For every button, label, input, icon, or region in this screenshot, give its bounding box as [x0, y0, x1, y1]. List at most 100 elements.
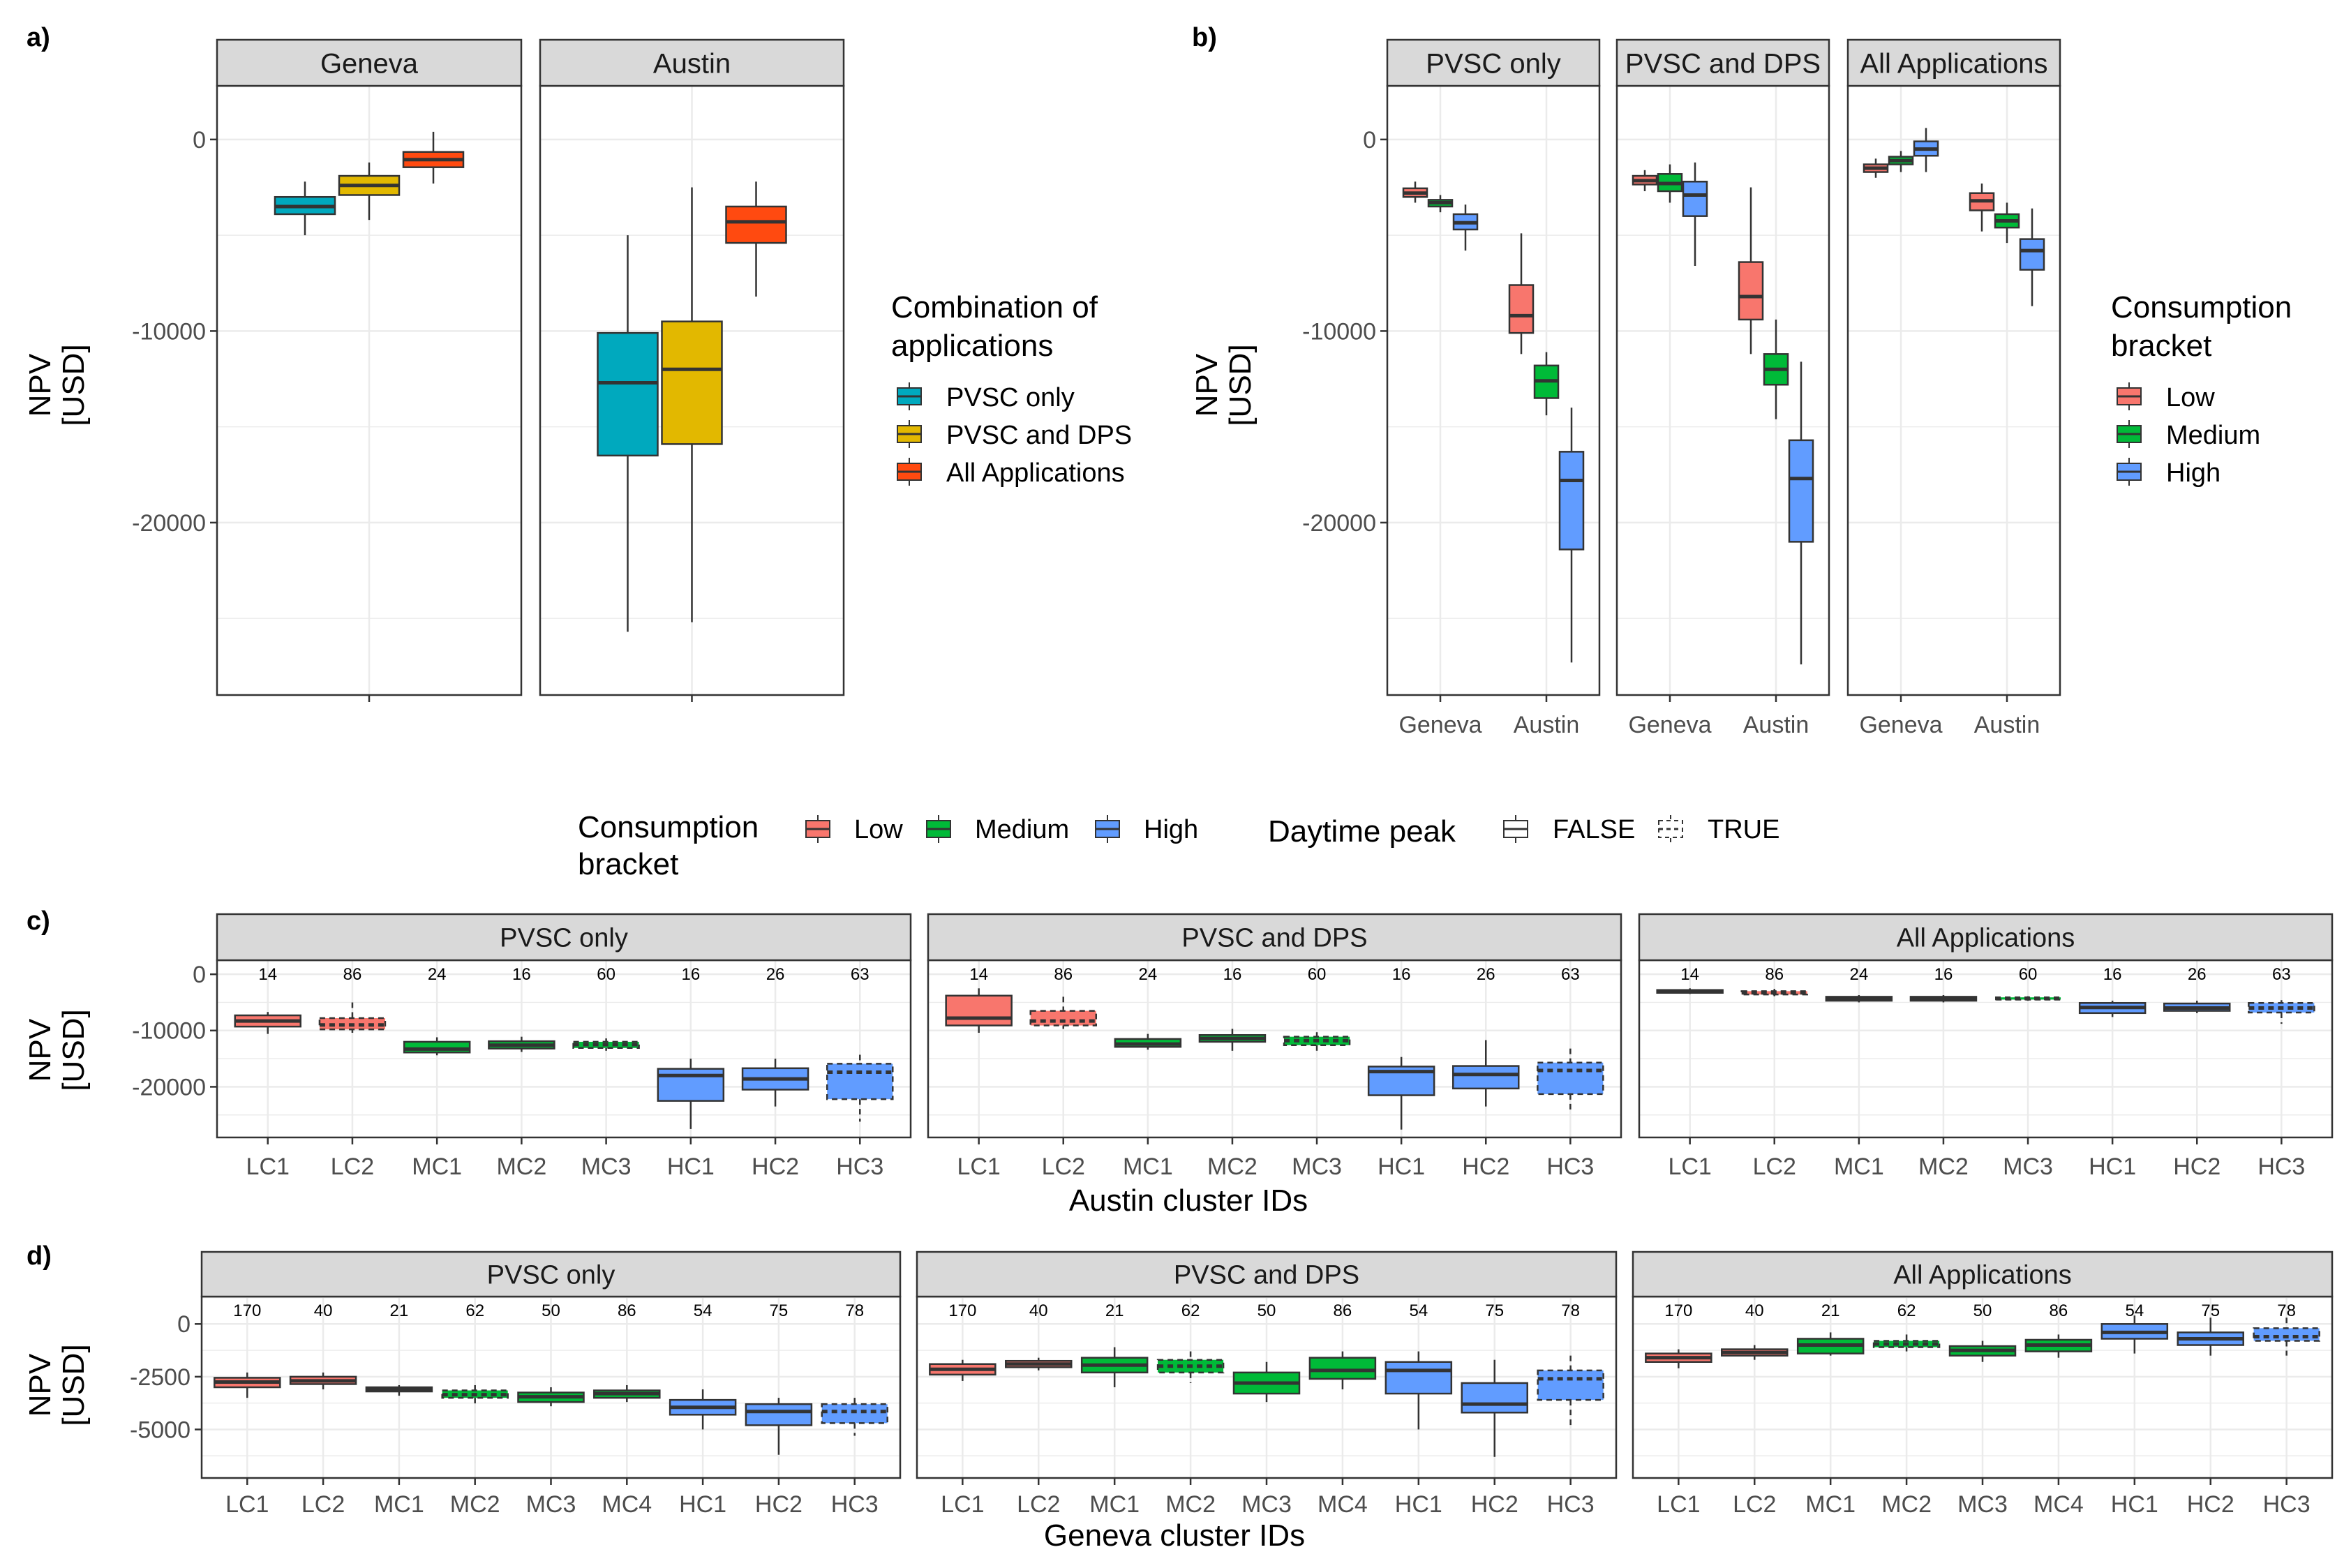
x-tick-label: MC4: [2033, 1491, 2084, 1518]
legend-consumption-cd-key-0: [805, 815, 830, 843]
x-tick-label: MC4: [1318, 1491, 1368, 1518]
box-c-0-5: [657, 1059, 725, 1129]
chart-a: Geneva 0 -10000 -20000 Austin: [132, 38, 845, 702]
x-tick-label: LC1: [957, 1153, 1000, 1180]
x-tick-label: LC2: [331, 1153, 374, 1180]
box-c-1-4: [1283, 1032, 1351, 1053]
box-b-0-2: [1452, 204, 1479, 251]
legend-consumption-cd: Consumption bracket Low Medium High: [578, 810, 1198, 881]
box-b-0-0: [1402, 181, 1428, 203]
x-tick-label: HC2: [2173, 1153, 2221, 1180]
legend-daytime-peak-item-false: FALSE: [1553, 815, 1635, 844]
cluster-count-label: 21: [1105, 1301, 1124, 1320]
cluster-count-label: 14: [258, 965, 277, 984]
panel-label-d: d): [27, 1241, 52, 1271]
box-b-2-0: [1863, 158, 1889, 178]
box-c-0-2-box: [403, 1040, 471, 1054]
box-c-0-3: [488, 1036, 555, 1052]
x-tick-label: HC3: [831, 1491, 879, 1518]
box-b-0-3: [1508, 233, 1535, 354]
facet-b-0: Geneva Austin PVSC only 0 -10000 -20000: [1302, 38, 1601, 738]
cluster-count-label: 14: [1680, 965, 1699, 984]
y-tick-label: 0: [193, 962, 206, 988]
facet-d-1: LC1 170 LC2 40 MC1 21 MC2 62 MC3 50 MC4 86 HC1 54 HC2 7…: [916, 1250, 1618, 1518]
facet-background: [1848, 86, 2060, 695]
cluster-count-label: 78: [2277, 1301, 2296, 1320]
box-c-0-7-box: [826, 1063, 894, 1100]
box-b-2-2: [1913, 128, 1939, 172]
y-tick-label: -10000: [1302, 318, 1376, 345]
legend-applications-item-2: All Applications: [946, 458, 1125, 488]
cluster-count-label: 24: [1139, 965, 1158, 984]
box-c-0-0: [234, 1012, 301, 1034]
box-b-1-5-box: [1788, 439, 1814, 543]
box-d-1-8: [1537, 1355, 1604, 1428]
facet-b-2: Geneva Austin All Applications: [1846, 38, 2061, 738]
facet-strip-label: All Applications: [1893, 1261, 2072, 1290]
box-c-1-0-box: [945, 994, 1013, 1026]
box-c-2-2: [1825, 994, 1893, 1003]
box-d-1-6-box: [1385, 1361, 1453, 1395]
panel-d-ylabel: NPV [USD]: [23, 1344, 91, 1426]
x-tick-label: MC1: [412, 1153, 462, 1180]
box-d-1-7: [1461, 1359, 1528, 1457]
x-tick-label: HC2: [755, 1491, 803, 1518]
cluster-count-label: 24: [1850, 965, 1869, 984]
cluster-count-label: 40: [314, 1301, 333, 1320]
box-d-1-6: [1385, 1351, 1453, 1430]
x-tick-label: MC3: [581, 1153, 632, 1180]
legend-consumption-cd-item-0: Low: [854, 815, 903, 844]
legend-applications-title-2: applications: [891, 329, 1053, 363]
x-tick-label: HC3: [1546, 1153, 1594, 1180]
box-d-2-8: [2253, 1317, 2320, 1356]
cluster-count-label: 16: [2103, 965, 2122, 984]
box-c-0-1: [318, 1002, 387, 1033]
legend-applications-key-0: [897, 382, 922, 410]
facet-strip: [200, 1250, 902, 1298]
x-tick-label: LC2: [1753, 1153, 1796, 1180]
x-tick-label: MC1: [1089, 1491, 1140, 1518]
x-tick-label: LC1: [941, 1491, 984, 1518]
box-d-0-7: [745, 1398, 813, 1455]
box-c-1-1: [1029, 996, 1098, 1029]
cluster-count-label: 16: [1223, 965, 1242, 984]
facet-strip-label: Geneva: [320, 48, 419, 79]
cluster-count-label: 78: [845, 1301, 864, 1320]
box-c-0-5-box: [657, 1068, 725, 1102]
box-d-0-0: [214, 1372, 281, 1398]
cluster-count-label: 40: [1029, 1301, 1048, 1320]
x-tick-label: HC1: [2111, 1491, 2158, 1518]
chart-d: LC1 170 LC2 40 MC1 21 MC2 62 MC3 50 MC4 86 HC1 54 HC2 7…: [130, 1250, 2334, 1518]
x-tick-label: Austin: [1743, 712, 1809, 738]
box-d-1-1: [1005, 1357, 1073, 1371]
box-d-2-3: [1872, 1334, 1941, 1352]
facet-background: [1387, 86, 1599, 695]
box-d-1-5-box: [1308, 1357, 1377, 1380]
cluster-count-label: 63: [851, 965, 870, 984]
facet-strip: [216, 913, 912, 962]
x-tick-label: MC2: [496, 1153, 546, 1180]
facet-background: [217, 960, 911, 1137]
cluster-count-label: 54: [694, 1301, 712, 1320]
box-d-1-2: [1080, 1347, 1149, 1387]
legend-consumption-cd-title-1: Consumption: [578, 810, 759, 844]
facet-b-1: Geneva Austin PVSC and DPS: [1615, 38, 1830, 738]
cluster-count-label: 86: [1334, 1301, 1352, 1320]
box-c-1-6: [1451, 1040, 1520, 1107]
box-d-2-0: [1645, 1349, 1712, 1368]
legend-daytime-peak-key-true: [1658, 815, 1683, 843]
facet-strip: [1632, 1250, 2334, 1298]
box-c-1-3: [1198, 1029, 1267, 1051]
box-b-0-5-box: [1558, 451, 1585, 551]
x-tick-label: LC1: [225, 1491, 269, 1518]
cluster-count-label: 75: [770, 1301, 789, 1320]
ylabel-a-line2: [USD]: [57, 344, 91, 426]
box-c-0-4: [572, 1038, 640, 1051]
x-tick-label: LC2: [1733, 1491, 1776, 1518]
facet-strip: [216, 38, 523, 87]
x-tick-label: HC3: [2257, 1153, 2305, 1180]
box-d-1-0: [929, 1359, 997, 1381]
cluster-count-label: 62: [1897, 1301, 1916, 1320]
x-tick-label: LC2: [1017, 1491, 1060, 1518]
cluster-count-label: 78: [1561, 1301, 1580, 1320]
